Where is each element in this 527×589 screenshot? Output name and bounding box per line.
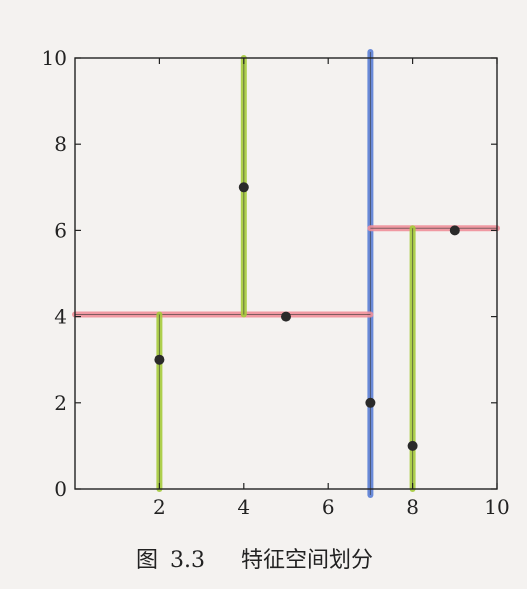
data-point xyxy=(154,354,165,365)
y-tick-label: 6 xyxy=(54,218,67,242)
y-tick-label: 4 xyxy=(54,305,67,329)
y-tick-label: 10 xyxy=(42,46,67,70)
x-tick-label: 2 xyxy=(153,495,166,519)
axes xyxy=(74,57,498,490)
x-tick-label: 8 xyxy=(406,495,419,519)
x-tick-label: 4 xyxy=(237,495,250,519)
split-lines xyxy=(72,49,500,498)
data-point xyxy=(449,225,460,236)
tick-labels: 2 4 6 8 10 0 2 4 6 8 10 xyxy=(42,46,510,519)
caption-title: 特征空间划分 xyxy=(241,548,374,573)
x-tick-label: 6 xyxy=(322,495,335,519)
data-point xyxy=(281,311,291,322)
caption-number: 3.3 xyxy=(170,548,206,573)
data-point xyxy=(407,440,418,451)
data-point xyxy=(238,182,249,193)
x-tick-label: 10 xyxy=(484,495,509,519)
y-tick-label: 8 xyxy=(54,132,67,156)
data-points xyxy=(154,182,460,451)
axes-frame xyxy=(74,57,498,490)
caption-prefix: 图 xyxy=(136,548,159,573)
y-tick-label: 2 xyxy=(54,391,67,415)
y-tick-label: 0 xyxy=(54,477,67,501)
data-point xyxy=(365,397,376,408)
figure-caption: 图 3.3 特征空间划分 xyxy=(136,542,373,574)
